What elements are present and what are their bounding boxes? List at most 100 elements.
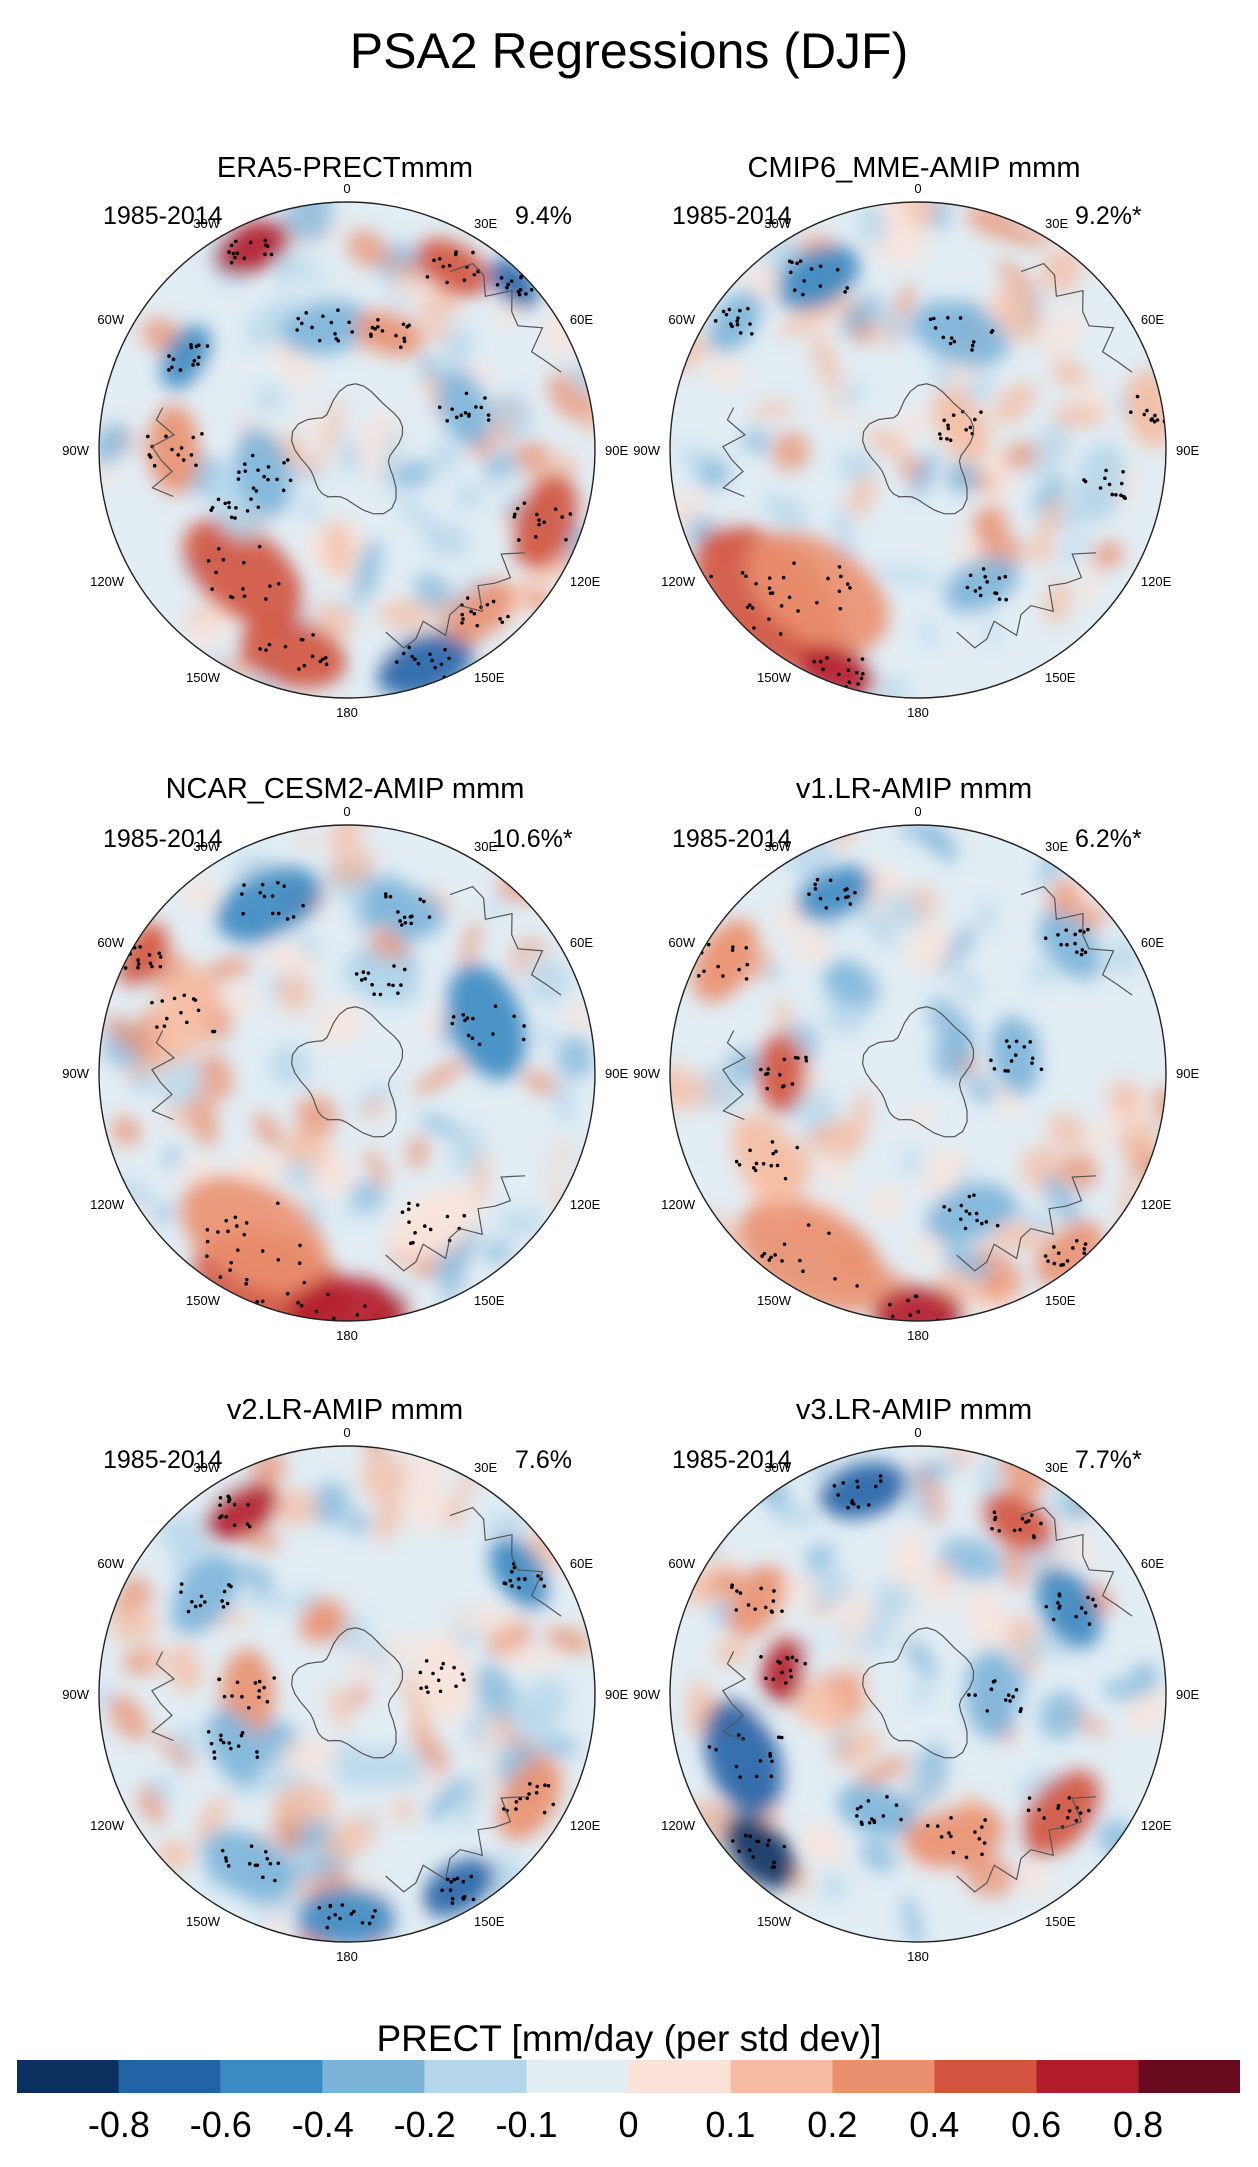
- significance-dot: [766, 1067, 771, 1071]
- significance-dot: [318, 659, 323, 664]
- anomaly-feature: [238, 618, 347, 689]
- significance-dot: [844, 895, 848, 900]
- longitude-label: 60W: [97, 1556, 124, 1571]
- significance-dot: [978, 586, 982, 590]
- significance-dot: [399, 923, 404, 927]
- significance-dot: [350, 330, 354, 334]
- significance-dot: [832, 1483, 837, 1488]
- longitude-label: 180: [907, 1328, 929, 1343]
- significance-dot: [878, 1479, 883, 1483]
- continent-coastline: [722, 407, 747, 498]
- panel-variance-ncar-cesm2: 10.6%*: [492, 825, 573, 853]
- significance-dot: [546, 1784, 551, 1788]
- significance-dot: [873, 1484, 878, 1489]
- significance-dot: [123, 966, 128, 970]
- significance-dot: [853, 890, 857, 895]
- anomaly-blob: [1125, 1689, 1166, 1733]
- significance-dot: [928, 317, 933, 322]
- anomaly-blob: [330, 1741, 376, 1790]
- anomaly-feature: [421, 1858, 496, 1917]
- anomaly-blob: [1134, 1059, 1166, 1082]
- longitude-label: 60W: [668, 935, 695, 950]
- anomaly-blob: [138, 1786, 165, 1825]
- significance-dot: [855, 1284, 859, 1288]
- significance-dot: [220, 1848, 225, 1853]
- significance-dot: [760, 1254, 764, 1258]
- significance-dot: [789, 1674, 793, 1679]
- longitude-label: 30W: [764, 1460, 791, 1475]
- significance-dot: [517, 1585, 521, 1590]
- significance-dot: [205, 344, 210, 348]
- significance-dot: [826, 576, 830, 581]
- anomaly-blob: [241, 1592, 307, 1611]
- significance-dot: [260, 882, 265, 887]
- significance-dot: [1149, 418, 1154, 422]
- significance-dot: [517, 292, 522, 297]
- significance-dot: [859, 1805, 863, 1809]
- significance-dot: [376, 317, 380, 322]
- anomaly-blob: [912, 1461, 954, 1483]
- significance-dot: [992, 1510, 997, 1515]
- significance-dot: [465, 596, 470, 600]
- colorbar-swatch: [730, 2060, 833, 2093]
- anomaly-blob: [778, 303, 835, 338]
- significance-dot: [946, 315, 950, 320]
- significance-dot: [222, 1694, 227, 1699]
- significance-dot: [383, 892, 388, 896]
- significance-dot: [1086, 1595, 1090, 1600]
- significance-dot: [264, 597, 268, 601]
- significance-dot: [529, 288, 534, 292]
- significance-dot: [221, 1740, 226, 1745]
- significance-dot: [948, 341, 953, 346]
- significance-dot: [263, 1849, 268, 1854]
- significance-dot: [1078, 929, 1082, 933]
- significance-dot: [235, 1680, 240, 1685]
- significance-dot: [970, 348, 974, 352]
- significance-dot: [534, 1790, 539, 1795]
- anomaly-blob: [238, 1563, 275, 1593]
- longitude-label: 90W: [633, 1687, 660, 1702]
- map-field: [99, 202, 595, 698]
- significance-dot: [963, 1226, 968, 1231]
- significance-dot: [801, 292, 805, 297]
- significance-dot: [764, 1676, 768, 1681]
- anomaly-blob: [954, 971, 982, 1000]
- significance-dot: [262, 474, 266, 479]
- significance-dot: [455, 1876, 460, 1881]
- anomaly-blob: [836, 450, 875, 482]
- anomaly-feature: [342, 953, 420, 1007]
- significance-dot: [809, 267, 814, 271]
- significance-dot: [164, 1016, 169, 1021]
- significance-dot: [263, 252, 267, 257]
- significance-dot: [899, 1817, 903, 1822]
- anomaly-blob: [714, 1638, 748, 1667]
- significance-dot: [323, 656, 328, 660]
- significance-dot: [229, 594, 233, 599]
- significance-dot: [148, 455, 153, 459]
- significance-dot: [247, 1705, 251, 1710]
- anomaly-blob: [713, 1602, 733, 1624]
- significance-dot: [218, 1515, 222, 1520]
- significance-dot: [243, 469, 248, 473]
- significance-dot: [469, 1874, 474, 1879]
- significance-dot: [977, 1836, 982, 1841]
- longitude-label: 90E: [1176, 1687, 1199, 1702]
- significance-dot: [1107, 482, 1112, 487]
- significance-dot: [194, 463, 198, 468]
- significance-dot: [354, 972, 359, 976]
- colorbar-label: PRECT [mm/day (per std dev)]: [376, 2018, 882, 2059]
- longitude-label: 120W: [661, 1197, 696, 1212]
- significance-dot: [1086, 927, 1090, 932]
- significance-dot: [521, 1037, 526, 1042]
- significance-dot: [779, 1735, 784, 1740]
- significance-dot: [265, 1856, 270, 1861]
- significance-dot: [221, 557, 226, 562]
- significance-dot: [972, 1193, 976, 1197]
- significance-dot: [970, 343, 975, 348]
- anomaly-blob: [346, 1511, 370, 1535]
- significance-dot: [495, 282, 500, 287]
- anomaly-feature: [150, 965, 217, 1062]
- significance-dot: [837, 589, 842, 594]
- significance-dot: [270, 894, 275, 898]
- significance-dot: [206, 1729, 211, 1734]
